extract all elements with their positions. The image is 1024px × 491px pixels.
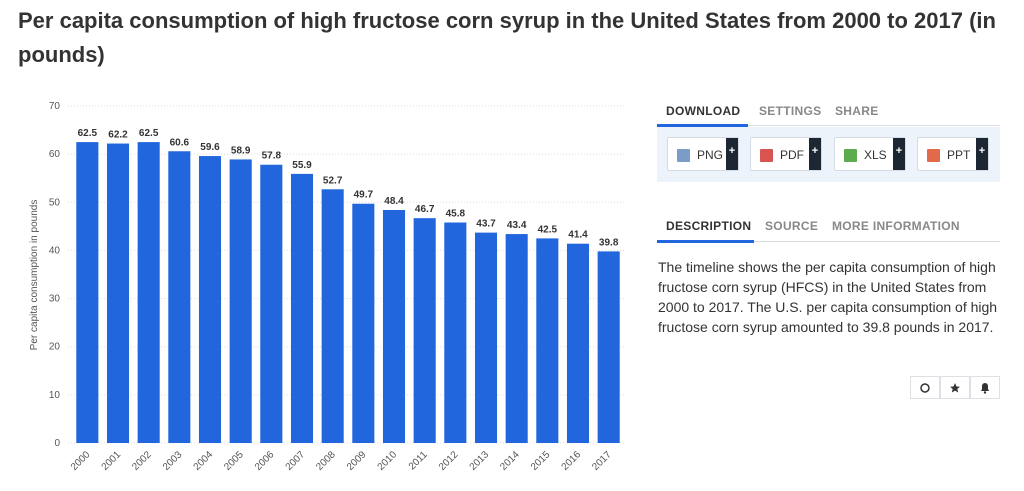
- y-axis-label: Per capita consumption in pounds: [29, 200, 40, 351]
- icon: [677, 149, 690, 162]
- history-button[interactable]: [910, 376, 940, 399]
- value-label: 57.8: [262, 151, 282, 162]
- download-button[interactable]: PPT +: [917, 137, 989, 171]
- download-button[interactable]: XLS +: [834, 137, 906, 171]
- bar: [382, 209, 406, 443]
- tab[interactable]: DOWNLOAD: [666, 104, 741, 118]
- bar: [290, 173, 314, 444]
- x-tick-label: 2013: [468, 449, 492, 473]
- bar: [444, 222, 467, 443]
- x-tick-label: 2006: [253, 449, 277, 473]
- x-tick-label: 2004: [192, 449, 216, 473]
- bar: [597, 251, 620, 443]
- x-tick-label: 2010: [376, 449, 400, 473]
- value-label: 62.2: [108, 130, 128, 141]
- x-tick-label: 2007: [284, 449, 308, 473]
- value-label: 60.6: [170, 137, 190, 148]
- x-tick-label: 2014: [498, 449, 522, 473]
- download-button[interactable]: PNG +: [667, 137, 739, 171]
- x-tick-label: 2012: [437, 449, 461, 473]
- tab-divider: [657, 125, 1000, 126]
- bar: [137, 142, 160, 443]
- x-tick-label: 2011: [407, 449, 430, 472]
- icon: [981, 383, 989, 394]
- tab-divider: [657, 241, 1000, 242]
- favorite-button[interactable]: [940, 376, 970, 399]
- bar: [352, 203, 375, 443]
- y-tick-label: 50: [49, 197, 61, 208]
- x-tick-label: 2008: [314, 449, 338, 473]
- bar: [505, 234, 528, 443]
- value-label: 45.8: [446, 209, 466, 220]
- value-label: 48.4: [384, 196, 404, 207]
- x-tick-label: 2003: [161, 449, 185, 473]
- y-tick-label: 70: [49, 101, 61, 112]
- y-tick-label: 10: [49, 390, 61, 401]
- x-tick-label: 2002: [130, 449, 154, 473]
- value-label: 58.9: [231, 145, 251, 156]
- value-label: 46.7: [415, 204, 435, 215]
- y-tick-label: 30: [49, 294, 61, 305]
- bar: [106, 143, 130, 443]
- y-tick-label: 0: [54, 438, 60, 449]
- icon: [920, 383, 930, 393]
- bar: [260, 164, 283, 443]
- x-tick-label: 2015: [529, 449, 553, 473]
- bar: [536, 238, 559, 443]
- value-label: 42.5: [538, 224, 558, 235]
- y-tick-label: 40: [49, 245, 61, 256]
- tab[interactable]: MORE INFORMATION: [832, 219, 960, 233]
- icon: [927, 149, 940, 162]
- bar: [198, 156, 222, 443]
- value-label: 62.5: [139, 128, 159, 139]
- icon: [844, 149, 857, 162]
- x-tick-label: 2016: [560, 449, 584, 473]
- icon: [760, 149, 773, 162]
- tab-underline: [657, 240, 754, 243]
- alert-button[interactable]: [970, 376, 1000, 399]
- plus: +: [809, 138, 821, 170]
- x-tick-label: 2005: [222, 449, 246, 473]
- download-button[interactable]: PDF +: [750, 137, 822, 171]
- icon: [950, 383, 960, 393]
- value-label: 39.8: [599, 237, 619, 248]
- tab[interactable]: DESCRIPTION: [666, 219, 752, 233]
- button-label: PPT: [947, 148, 971, 162]
- button-label: PDF: [780, 148, 804, 162]
- x-tick-label: 2000: [69, 449, 93, 473]
- bar: [474, 232, 498, 443]
- description: The timeline shows the per capita consum…: [658, 259, 998, 335]
- value-label: 62.5: [78, 128, 98, 139]
- plus: +: [976, 138, 988, 170]
- bar: [413, 218, 436, 443]
- x-tick-label: 2009: [345, 449, 369, 473]
- page-title: Per capita consumption of high fructose …: [18, 8, 996, 67]
- button-label: XLS: [864, 148, 887, 162]
- tab[interactable]: SETTINGS: [759, 104, 822, 118]
- value-label: 52.7: [323, 175, 343, 186]
- bar: [168, 151, 191, 444]
- plus: +: [726, 138, 738, 170]
- x-tick-label: 2001: [100, 449, 124, 473]
- tab[interactable]: SOURCE: [765, 219, 819, 233]
- y-tick-label: 60: [49, 149, 61, 160]
- plus: +: [893, 138, 905, 170]
- bar: [76, 142, 99, 443]
- value-label: 43.4: [507, 220, 527, 231]
- value-label: 41.4: [568, 230, 588, 241]
- value-label: 55.9: [292, 160, 312, 171]
- bar: [229, 159, 252, 443]
- tab[interactable]: SHARE: [835, 104, 879, 118]
- value-label: 43.7: [476, 219, 496, 230]
- chart: Per capita consumption in pounds 0 10 20 30…: [29, 101, 624, 473]
- y-tick-label: 20: [49, 342, 61, 353]
- value-label: 59.6: [200, 142, 220, 153]
- button-label: PNG: [697, 148, 724, 162]
- tab-underline: [657, 124, 748, 127]
- bar: [566, 243, 590, 443]
- bar: [321, 189, 344, 443]
- value-label: 49.7: [354, 190, 374, 201]
- x-tick-label: 2017: [590, 449, 614, 473]
